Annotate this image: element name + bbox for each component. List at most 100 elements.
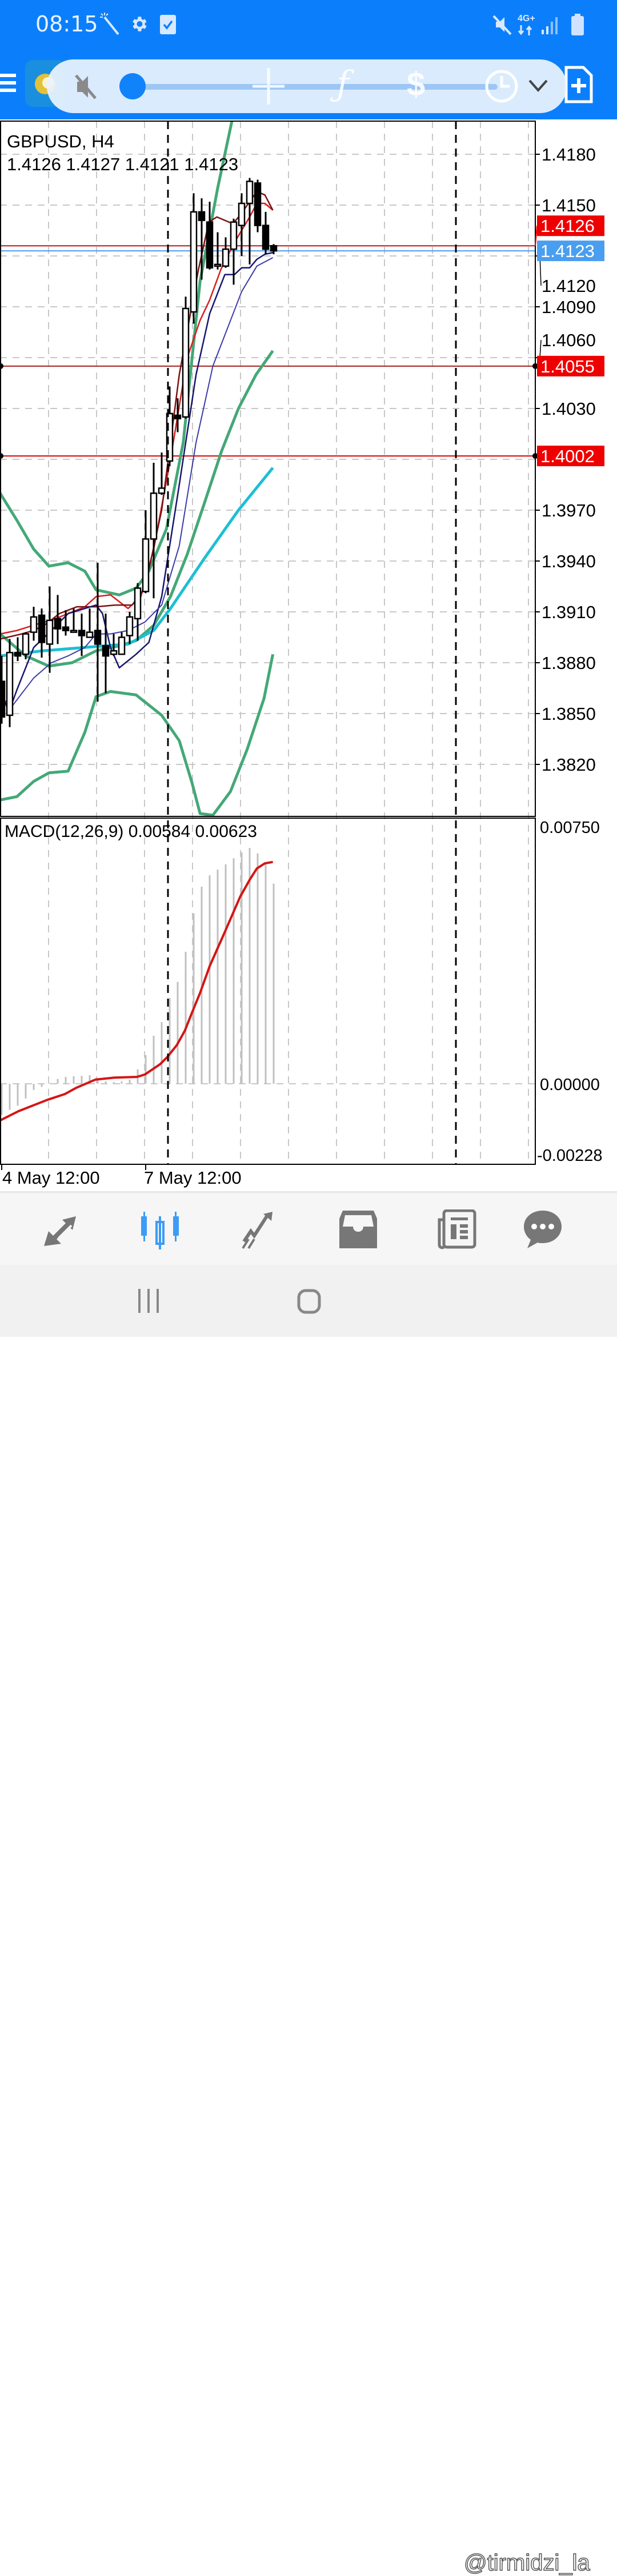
candlestick-chart-icon	[141, 1212, 179, 1249]
crosshair-icon[interactable]	[253, 68, 285, 105]
candle	[62, 610, 70, 636]
candle-body-bear	[102, 645, 110, 657]
sound-off-icon[interactable]	[74, 74, 98, 100]
macd-title: MACD(12,26,9) 0.00584 0.00623	[5, 822, 257, 841]
candle	[214, 232, 222, 270]
candle-body-bear	[270, 245, 278, 252]
macd-frame	[0, 818, 536, 1165]
candle-body-bull	[222, 248, 230, 267]
function-icon[interactable]: ƒ	[336, 64, 350, 104]
quotes-arrows-icon	[44, 1216, 76, 1246]
level-tag-label: 1.4055	[540, 356, 595, 376]
candle	[230, 218, 238, 285]
watermark: @tirmidzi_la	[463, 2550, 590, 2576]
candle-body-bull	[110, 650, 118, 655]
price-tick-label: 1.4030	[542, 399, 596, 419]
candle	[206, 202, 214, 270]
magic-wand-icon	[100, 13, 119, 35]
candles	[0, 178, 278, 727]
candle	[6, 639, 14, 727]
floating-toolbar: ƒ $	[47, 59, 567, 113]
macd-tick-zero: 0.00000	[540, 1076, 600, 1094]
candle	[126, 612, 134, 644]
recent-apps-icon[interactable]	[137, 1289, 160, 1313]
level-tag-label: 1.4002	[540, 446, 595, 466]
chevron-down-icon[interactable]	[528, 79, 548, 93]
trade-trend-icon	[242, 1212, 273, 1249]
candle-body-bull	[150, 492, 158, 540]
price-tick-label: 1.4090	[542, 297, 596, 317]
candle	[134, 583, 142, 641]
candle-body-bear	[78, 630, 86, 636]
level-handle-left	[0, 453, 3, 459]
clock-icon[interactable]	[484, 68, 519, 105]
candle	[270, 244, 278, 255]
nav-quotes[interactable]	[38, 1205, 86, 1253]
macd-tick-top: 0.00750	[540, 819, 600, 837]
level-handle-left	[0, 363, 3, 369]
nav-news[interactable]	[433, 1205, 481, 1253]
signal-icon	[542, 17, 558, 34]
candle-body-bull	[134, 587, 142, 620]
candle-body-bull	[142, 538, 150, 592]
candle	[254, 179, 262, 233]
candle	[262, 211, 270, 255]
candle	[118, 632, 126, 655]
mute-icon	[492, 15, 512, 35]
candle-body-bull	[230, 221, 238, 250]
price-tick-label: 1.3910	[542, 602, 596, 622]
level-tag-box	[537, 355, 604, 376]
candle	[182, 297, 190, 419]
price-tick-label: 1.3820	[542, 755, 596, 775]
candle-body-bull	[126, 616, 134, 636]
candle	[22, 632, 30, 660]
home-icon[interactable]	[297, 1289, 321, 1314]
menu-icon[interactable]	[0, 73, 17, 93]
candle	[94, 562, 102, 702]
candle	[142, 510, 150, 594]
candle	[54, 595, 62, 644]
candle	[38, 608, 46, 658]
nav-messages[interactable]	[519, 1205, 567, 1253]
nav-trade[interactable]	[234, 1205, 282, 1253]
nav-chart[interactable]	[136, 1205, 184, 1253]
currency-icon[interactable]: $	[407, 66, 426, 103]
candle-body-bull	[22, 633, 30, 655]
candle	[0, 656, 6, 724]
level-handle-right	[532, 363, 538, 369]
inbox-icon	[339, 1211, 377, 1248]
new-document-icon[interactable]	[564, 66, 593, 103]
candle	[86, 608, 94, 638]
candle	[158, 452, 166, 495]
battery-icon	[571, 14, 584, 35]
indicator-ma-red	[0, 202, 274, 635]
symbol-title: GBPUSD, H4	[7, 131, 114, 151]
candle	[174, 398, 182, 432]
price-levels	[0, 245, 535, 457]
bid-price-tag-box	[537, 215, 604, 237]
price-tick-label: 1.4060	[542, 330, 596, 350]
candle-body-bear	[14, 651, 22, 657]
candle-body-bear	[206, 221, 214, 269]
candle	[102, 613, 110, 694]
candle	[78, 613, 86, 656]
candle-body-bull	[166, 412, 174, 462]
nav-history[interactable]	[334, 1205, 382, 1253]
level-tag-box	[537, 446, 604, 467]
price-tick-label: 1.3970	[542, 500, 596, 520]
clipboard-check-icon	[160, 15, 176, 34]
price-tick-label: 1.3940	[542, 551, 596, 571]
ask-price-tag-box	[537, 241, 604, 262]
candle	[30, 607, 38, 641]
candle-body-bull	[70, 630, 78, 633]
slider-track[interactable]	[132, 84, 498, 90]
slider-thumb[interactable]	[119, 73, 146, 99]
candle	[166, 386, 174, 466]
ohlc-readout: 1.4126 1.4127 1.4121 1.4123	[7, 154, 238, 174]
x-label-4-may: 4 May 12:00	[2, 1168, 100, 1188]
candle-body-bear	[54, 618, 62, 630]
price-tick-label: 1.4120	[542, 276, 596, 296]
candle	[198, 198, 206, 280]
